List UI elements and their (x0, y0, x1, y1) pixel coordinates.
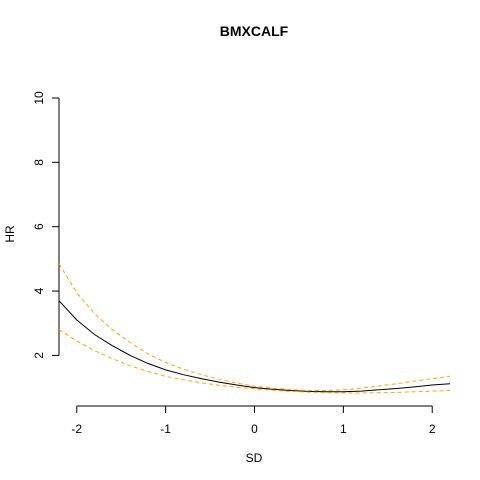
x-tick-label: 1 (340, 422, 347, 436)
y-tick-label: 4 (32, 287, 46, 294)
ci-band-line (58, 263, 451, 391)
y-axis-ticks: 2 4 6 8 10 (32, 91, 59, 359)
y-axis-label: HR (3, 225, 17, 243)
estimate-line (58, 300, 451, 393)
x-tick-label: 0 (251, 422, 258, 436)
series-group (58, 263, 451, 394)
x-tick-label: -1 (160, 422, 171, 436)
x-axis-ticks: -2 -1 0 1 2 (71, 406, 436, 436)
y-tick-label: 6 (32, 223, 46, 230)
chart-title: BMXCALF (220, 23, 289, 39)
y-tick-label: 2 (32, 352, 46, 359)
x-tick-label: 2 (429, 422, 436, 436)
ci-band-line (58, 329, 451, 394)
x-tick-label: -2 (71, 422, 82, 436)
y-tick-label: 10 (32, 91, 46, 105)
y-tick-label: 8 (32, 159, 46, 166)
x-axis-label: SD (246, 451, 263, 465)
